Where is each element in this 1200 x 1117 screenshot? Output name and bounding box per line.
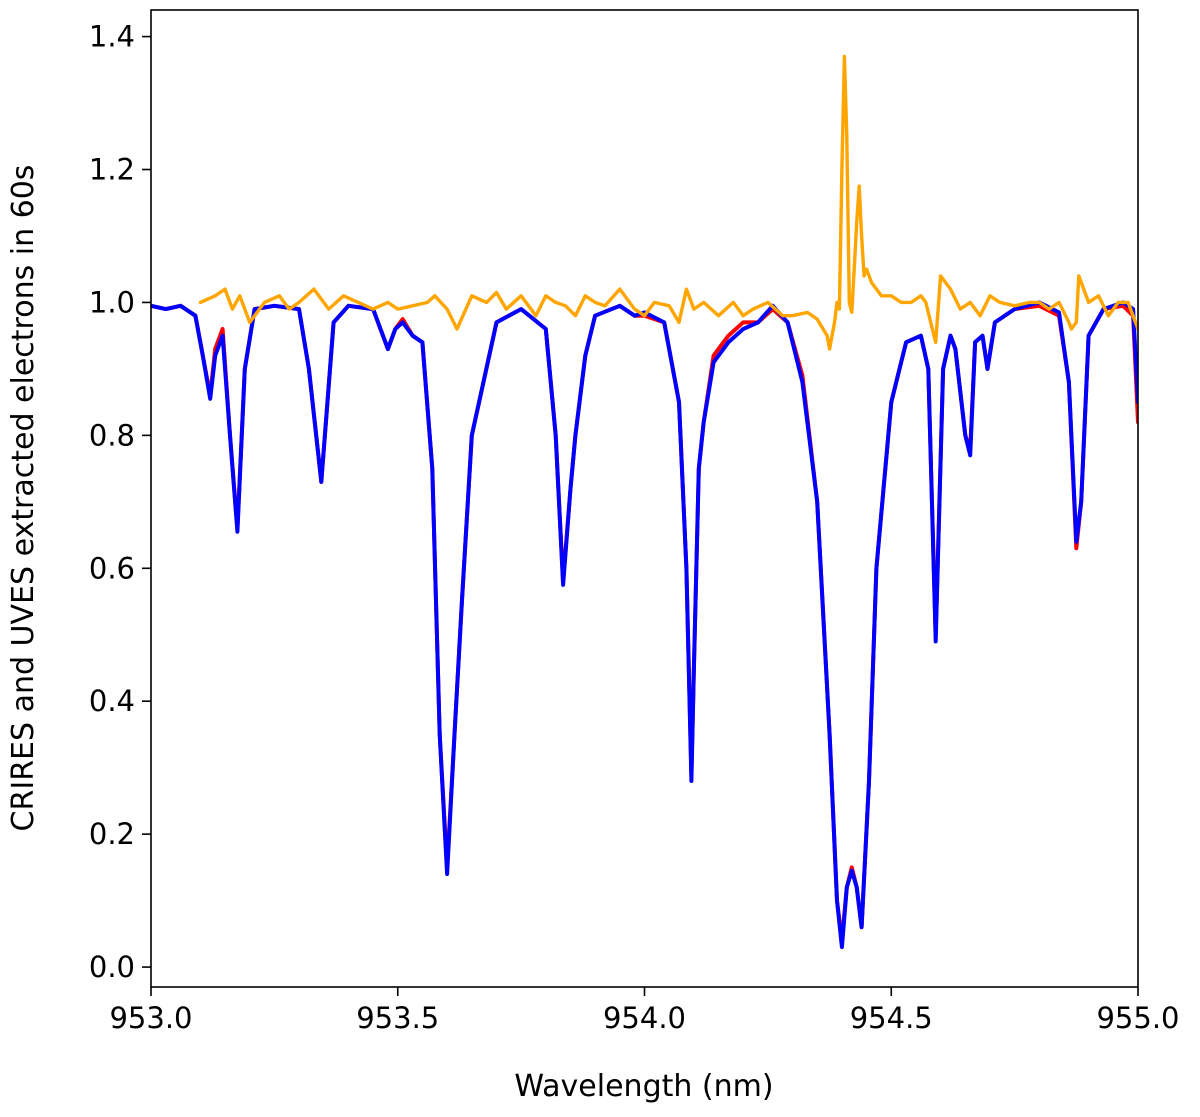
y-tick-label: 0.8	[89, 418, 135, 452]
y-axis: 0.0 0.2 0.4 0.6 0.8 1.0 1.2 1.4	[89, 20, 151, 984]
y-tick-label: 0.4	[89, 684, 135, 718]
x-tick-label: 953.5	[356, 1001, 439, 1035]
y-tick-label: 0.6	[89, 551, 135, 585]
x-tick-label: 953.0	[109, 1001, 192, 1035]
x-tick-label: 954.5	[850, 1001, 933, 1035]
series-line-red	[151, 303, 1138, 943]
x-axis: 953.0 953.5 954.0 954.5 955.0	[109, 987, 1180, 1035]
y-tick-label: 1.2	[89, 153, 135, 187]
series-line-orange	[198, 54, 1138, 351]
series-layer	[151, 54, 1138, 950]
y-tick-label: 0.2	[89, 817, 135, 851]
y-axis-label: CRIRES and UVES extracted electrons in 6…	[6, 165, 41, 832]
y-tick-label: 1.0	[89, 285, 135, 319]
y-tick-label: 1.4	[89, 20, 135, 54]
series-line-blue	[151, 300, 1138, 950]
x-tick-label: 955.0	[1096, 1001, 1179, 1035]
x-tick-label: 954.0	[603, 1001, 686, 1035]
y-tick-label: 0.0	[89, 950, 135, 984]
plot-frame	[150, 9, 1139, 988]
x-axis-label: Wavelength (nm)	[514, 1069, 773, 1104]
